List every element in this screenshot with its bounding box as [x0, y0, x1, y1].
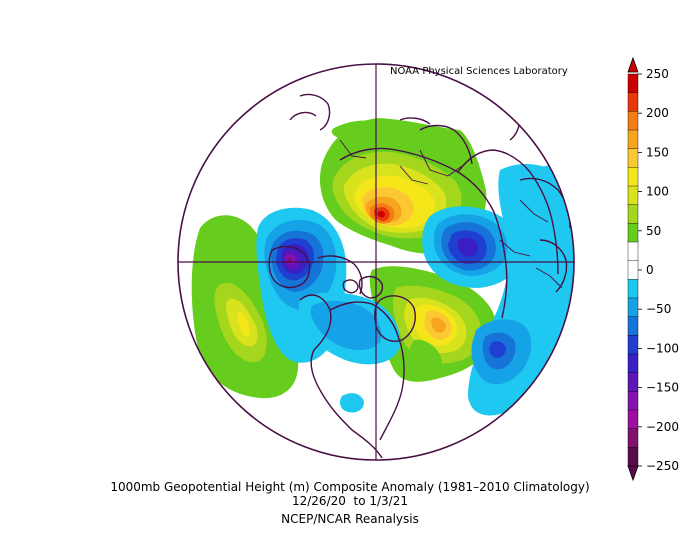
country-borders — [339, 139, 563, 289]
eurasia-outline — [339, 147, 559, 319]
colorbar-swatch — [627, 316, 639, 336]
colorbar-swatch — [627, 129, 639, 150]
colorbar-label: −200 — [646, 420, 679, 434]
colorbar: 250 200 150 100 50 0 −50 −100 −150 −200 −250 — [627, 56, 679, 482]
colorbar-swatches — [627, 73, 639, 467]
colorbar-label: −250 — [646, 459, 679, 473]
colorbar-swatch — [627, 372, 639, 392]
colorbar-swatch — [627, 185, 639, 206]
map-disc — [178, 64, 574, 460]
colorbar-swatch — [627, 204, 639, 224]
credit-text: NOAA Physical Sciences Laboratory — [390, 66, 568, 77]
colorbar-label: 0 — [646, 263, 654, 277]
caption-line-2: 12/26/20 to 1/3/21 — [291, 494, 408, 508]
europe-outline — [399, 117, 473, 165]
positive-anomaly-pacific — [191, 215, 299, 399]
colorbar-swatch — [627, 353, 639, 374]
colorbar-swatch — [627, 279, 639, 299]
colorbar-label: −150 — [646, 381, 679, 395]
colorbar-label: −50 — [646, 302, 671, 316]
caption-line-3: NCEP/NCAR Reanalysis — [281, 512, 419, 526]
colorbar-label: 100 — [646, 185, 669, 199]
negative-anomaly-pacific-south — [298, 292, 401, 413]
colorbar-swatch — [627, 409, 639, 430]
colorbar-swatch — [627, 335, 639, 355]
colorbar-top-arrow — [627, 56, 639, 73]
colorbar-swatch — [627, 260, 639, 280]
colorbar-swatch — [627, 428, 639, 448]
colorbar-swatch — [627, 297, 639, 318]
continent-outlines — [268, 93, 571, 459]
alaska-outline — [268, 245, 311, 289]
colorbar-swatch — [627, 391, 639, 411]
colorbar-swatch — [627, 241, 639, 262]
colorbar-label: 250 — [646, 67, 669, 81]
map-boundary-circle — [177, 63, 575, 461]
colorbar-swatch — [627, 167, 639, 187]
positive-anomaly-atlantic — [369, 266, 497, 382]
canada-outline — [317, 255, 363, 295]
colorbar-swatch — [627, 111, 639, 131]
north-america-outline — [299, 294, 405, 459]
colorbar-swatch — [627, 92, 639, 112]
colorbar-bottom-arrow — [627, 465, 639, 482]
caption-line-1: 1000mb Geopotential Height (m) Composite… — [110, 480, 590, 494]
colorbar-swatch — [627, 223, 639, 243]
colorbar-swatch — [627, 73, 639, 94]
colorbar-label: 50 — [646, 224, 661, 238]
colorbar-label: 200 — [646, 106, 669, 120]
negative-anomaly-eurasia — [422, 206, 521, 288]
scandinavia-outline — [289, 93, 331, 131]
colorbar-label: 150 — [646, 145, 669, 159]
colorbar-label: −100 — [646, 341, 679, 355]
colorbar-labels: 250 200 150 100 50 0 −50 −100 −150 −200 −250 — [638, 67, 679, 473]
colorbar-swatch — [627, 148, 639, 168]
greenland-outline — [374, 295, 416, 342]
colorbar-swatch — [627, 447, 639, 467]
